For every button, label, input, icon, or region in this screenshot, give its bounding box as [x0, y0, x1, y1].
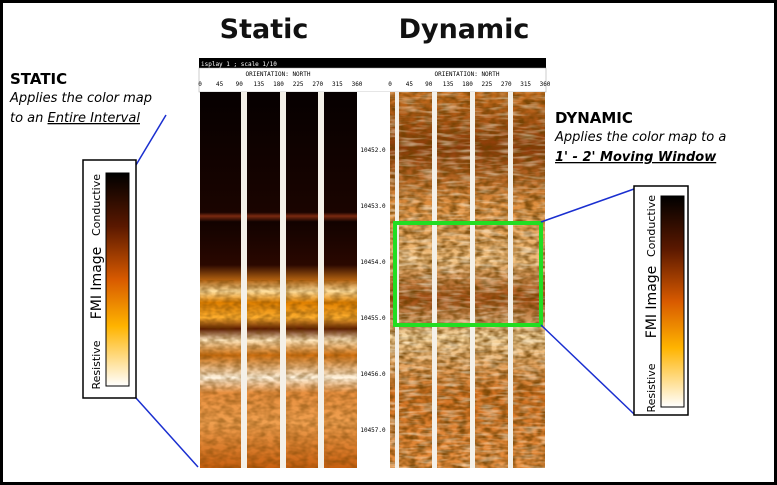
dynamic-heading: DYNAMIC [555, 109, 633, 127]
azimuth-label: 225 [293, 81, 304, 88]
scale-title: FMI Image [89, 247, 105, 320]
depth-label: 10455.0 [360, 315, 386, 322]
static-color-scale: Conductive FMI Image Resistive [82, 159, 137, 399]
moving-window [393, 221, 543, 327]
azimuth-label: 180 [273, 81, 284, 88]
azimuth-label: 135 [443, 81, 454, 88]
azimuth-label: 135 [253, 81, 264, 88]
dynamic-texture-light [390, 92, 545, 468]
azimuth-label: 270 [312, 81, 323, 88]
depth-label: 10457.0 [360, 427, 386, 434]
dynamic-color-scale: Conductive FMI Image Resistive [633, 185, 689, 416]
depth-label: 10456.0 [360, 371, 386, 378]
depth-label: 10452.0 [360, 147, 386, 154]
azimuth-label: 90 [236, 81, 244, 88]
azimuth-label: 360 [352, 81, 363, 88]
scale-title: FMI Image [644, 266, 660, 339]
depth-label: 10453.0 [360, 203, 386, 210]
log-panel: isplay 1 ; scale 1/10 ORIENTATION: NORTH… [198, 58, 551, 468]
depth-track [357, 92, 390, 468]
dynamic-line1: Applies the color map to a [554, 130, 726, 145]
azimuth-label: 360 [540, 81, 551, 88]
azimuth-label: 0 [388, 81, 392, 88]
azimuth-label: 270 [501, 81, 512, 88]
scale-bottom-label: Resistive [90, 340, 103, 389]
dynamic-title: Dynamic [399, 14, 530, 45]
dynamic-line2: 1' - 2' Moving Window [555, 150, 717, 165]
orientation-right: ORIENTATION: NORTH [434, 71, 499, 78]
static-heading: STATIC [10, 70, 67, 88]
azimuth-label: 0 [198, 81, 202, 88]
scale-top-label: Conductive [645, 195, 658, 257]
log-header: isplay 1 ; scale 1/10 [201, 61, 277, 68]
orientation-left: ORIENTATION: NORTH [245, 71, 310, 78]
static-pad-gaps [241, 92, 324, 468]
azimuth-label: 45 [216, 81, 224, 88]
orientation-header [198, 67, 547, 93]
static-texture [200, 280, 357, 468]
azimuth-label: 315 [332, 81, 343, 88]
depth-label: 10454.0 [360, 259, 386, 266]
static-line2-emphasis: Entire Interval [48, 111, 141, 126]
header-bar [199, 58, 546, 68]
connectors [135, 114, 635, 468]
scale-top-label: Conductive [90, 174, 103, 236]
azimuth-label: 45 [406, 81, 414, 88]
static-title: Static [220, 14, 309, 45]
azimuth-label: 180 [462, 81, 473, 88]
static-line1: Applies the color map [9, 91, 152, 106]
azimuth-label: 90 [425, 81, 433, 88]
azimuth-label: 315 [520, 81, 531, 88]
azimuth-label: 225 [481, 81, 492, 88]
static-line2: to an Entire Interval [10, 111, 140, 126]
static-line2-prefix: to an [10, 111, 48, 126]
scale-bottom-label: Resistive [645, 363, 658, 412]
